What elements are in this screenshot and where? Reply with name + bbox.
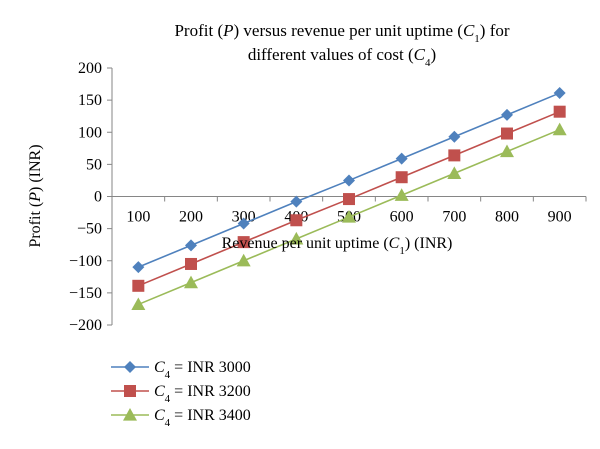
data-point-diamond [343, 174, 355, 187]
legend-marker-triangle [123, 408, 137, 421]
data-point-square [343, 193, 355, 206]
x-axis-label: Revenue per unit uptime (C1) (INR) [222, 235, 453, 257]
data-point-diamond [185, 239, 197, 252]
y-tick-label: 0 [94, 189, 102, 206]
data-point-square [185, 257, 197, 270]
data-point-diamond [395, 152, 408, 165]
data-point-diamond [553, 87, 566, 100]
y-tick-label: −50 [77, 221, 102, 238]
data-point-triangle [342, 210, 356, 223]
legend-label: C4 = INR 3400 [154, 407, 251, 429]
legend-item-2: C4 = INR 3200 [111, 383, 251, 405]
data-point-diamond [132, 261, 145, 274]
y-tick-label: −150 [69, 285, 102, 302]
x-tick-label: 200 [179, 209, 203, 226]
data-point-triangle [552, 122, 567, 136]
series-1 [132, 87, 566, 274]
data-point-square [237, 236, 250, 249]
data-point-diamond [237, 217, 250, 230]
legend-item-1: C4 = INR 3000 [111, 359, 251, 381]
legend-label: C4 = INR 3000 [154, 359, 251, 381]
legend-item-3: C4 = INR 3400 [111, 407, 251, 429]
y-tick-label: −100 [69, 253, 102, 270]
y-tick-label: 100 [78, 124, 102, 141]
data-point-triangle [394, 188, 409, 201]
series-2 [132, 105, 566, 292]
x-tick-label: 900 [548, 209, 572, 226]
data-point-triangle [500, 144, 514, 158]
x-tick-label: 800 [495, 209, 519, 226]
data-point-diamond [448, 130, 461, 143]
chart-title-line-2: different values of cost (C4) [248, 45, 436, 69]
data-point-square [501, 127, 513, 140]
data-point-triangle [184, 275, 198, 289]
series-3 [131, 122, 567, 311]
legend-label: C4 = INR 3200 [154, 383, 251, 405]
data-point-triangle [289, 231, 304, 245]
data-point-triangle [131, 297, 146, 311]
x-tick-label: 100 [126, 209, 150, 226]
data-point-square [395, 171, 408, 184]
data-point-square [553, 105, 566, 118]
x-tick-label: 700 [442, 209, 466, 226]
data-point-triangle [236, 253, 251, 267]
data-point-diamond [501, 108, 513, 121]
y-tick-label: 200 [78, 60, 102, 77]
data-point-diamond [290, 195, 303, 208]
y-tick-label: −200 [69, 317, 102, 334]
y-tick-label: 150 [78, 92, 102, 109]
x-tick-label: 600 [390, 209, 414, 226]
legend-marker-diamond [124, 361, 136, 373]
data-point-triangle [447, 166, 462, 179]
data-point-square [290, 214, 303, 227]
y-axis-label: Profit (P) (INR) [27, 144, 44, 247]
data-point-square [132, 279, 145, 292]
chart-title-line-1: Profit (P) versus revenue per unit uptim… [174, 21, 509, 45]
y-tick-label: 50 [86, 156, 102, 173]
legend-marker-square [124, 385, 136, 397]
data-point-square [448, 149, 461, 162]
